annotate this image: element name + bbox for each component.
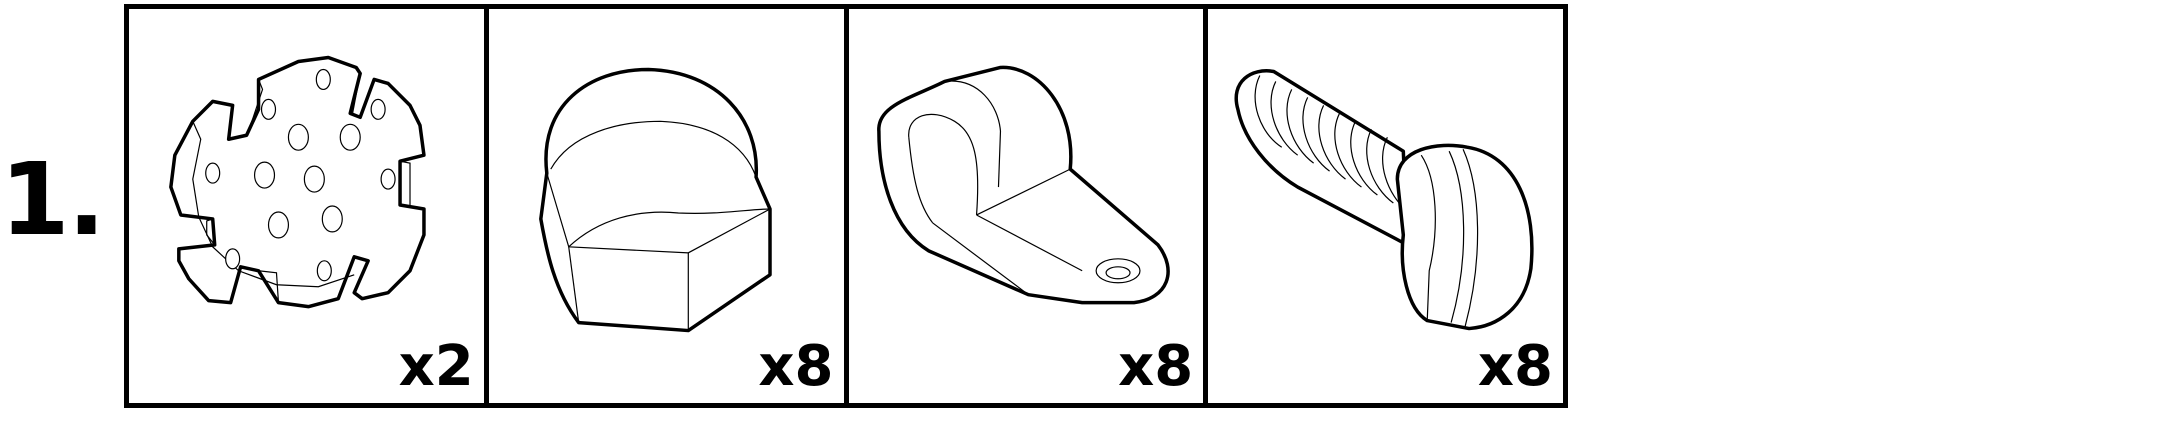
part-cell-slotted-screw: x8 [1208,9,1563,403]
star-mount-icon [169,55,426,309]
quantity-label: x8 [1118,334,1194,399]
slotted-screw-icon [1234,69,1534,331]
part-cell-star-mount: x2 [129,9,489,403]
quantity-label: x2 [398,334,474,399]
step-number: 1. [0,141,106,258]
part-cell-cable-clamp: x8 [849,9,1209,403]
parts-list: x2 x8 x8 [124,4,1568,408]
quantity-label: x8 [1477,334,1553,399]
quantity-label: x8 [758,334,834,399]
acorn-nut-icon [538,67,772,333]
part-cell-acorn-nut: x8 [489,9,849,403]
cable-clamp-icon [876,65,1170,305]
